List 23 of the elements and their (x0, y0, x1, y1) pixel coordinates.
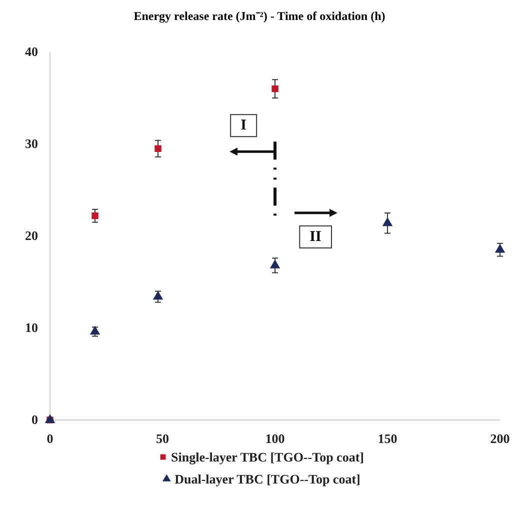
x-tick-label: 50 (156, 431, 169, 446)
y-tick-label: 20 (25, 228, 38, 244)
y-tick-label: 30 (25, 136, 38, 152)
point (92, 212, 98, 220)
x-tick-label: 100 (265, 431, 285, 446)
y-tick-label: 0 (32, 412, 38, 428)
point (494, 244, 506, 253)
y-tick-label: 10 (25, 320, 38, 336)
legend-label: Single-layer TBC [TGO--Top coat] (171, 450, 364, 464)
x-tick-label: 200 (490, 431, 510, 446)
point (382, 217, 393, 226)
annotation: II (310, 228, 322, 245)
legend-label: Dual-layer TBC [TGO--Top coat] (174, 472, 360, 486)
point (152, 290, 164, 300)
x-tick-label: 0 (46, 431, 54, 446)
point (44, 414, 56, 423)
annotation: I (240, 118, 247, 134)
y-tick-label: 40 (25, 44, 38, 60)
point (272, 85, 278, 92)
point (270, 260, 280, 268)
chart-title: Energy release rate (Jm⁻²) - Time of oxidation (h) (134, 9, 386, 23)
point (154, 145, 162, 152)
x-tick-label: 150 (378, 431, 398, 446)
